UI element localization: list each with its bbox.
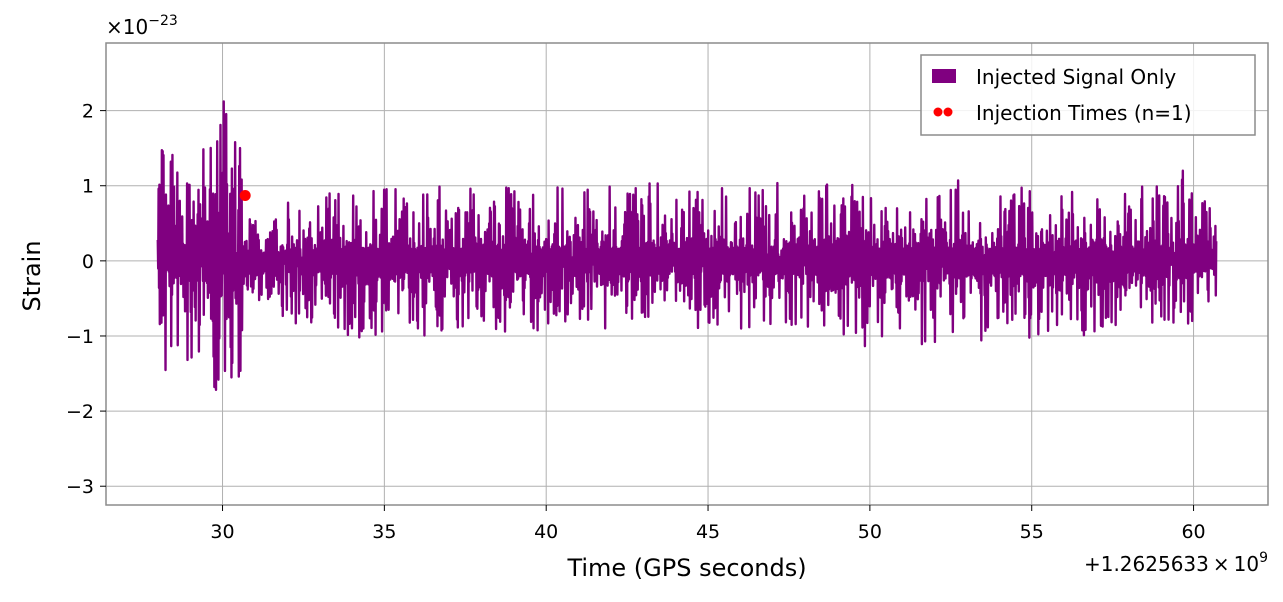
series-injected-signal-line: [156, 100, 1218, 392]
x-tick-label: 40: [534, 521, 558, 543]
x-axis-label: Time (GPS seconds): [566, 554, 806, 582]
x-tick-label: 60: [1181, 521, 1205, 543]
x-tick-label: 35: [372, 521, 396, 543]
y-axis-scale-factor: ×10−23: [106, 13, 178, 39]
y-tick-label: −3: [66, 476, 94, 498]
legend-label-injected-signal: Injected Signal Only: [976, 65, 1176, 89]
y-tick-label: 0: [82, 251, 94, 273]
legend-marker-injection-times: [933, 107, 943, 117]
legend: Injected Signal Only Injection Times (n=…: [920, 54, 1256, 136]
legend-label-injection-times: Injection Times (n=1): [976, 101, 1192, 125]
y-axis-ticks: −3 −2 −1 0 1 2: [66, 101, 106, 498]
y-tick-label: 2: [82, 101, 94, 123]
legend-swatch-injected-signal: [932, 69, 956, 83]
x-tick-label: 55: [1020, 521, 1044, 543]
y-axis-label: Strain: [18, 240, 46, 311]
y-tick-label: −2: [66, 401, 94, 423]
x-axis-ticks: 30 35 40 45 50 55 60: [210, 505, 1206, 543]
plot-frame: [105, 42, 1269, 506]
injection-markers: [239, 189, 251, 201]
legend-marker-injection-times: [943, 107, 953, 117]
injection-time-point: [239, 189, 251, 201]
x-tick-label: 45: [696, 521, 720, 543]
x-axis-offset: +1.2625633 × 109: [1084, 550, 1268, 576]
x-tick-label: 50: [858, 521, 882, 543]
y-tick-label: 1: [82, 176, 94, 198]
y-tick-label: −1: [66, 326, 94, 348]
x-tick-label: 30: [210, 521, 234, 543]
series-layer: [156, 100, 1218, 392]
legend-box: [920, 54, 1256, 136]
